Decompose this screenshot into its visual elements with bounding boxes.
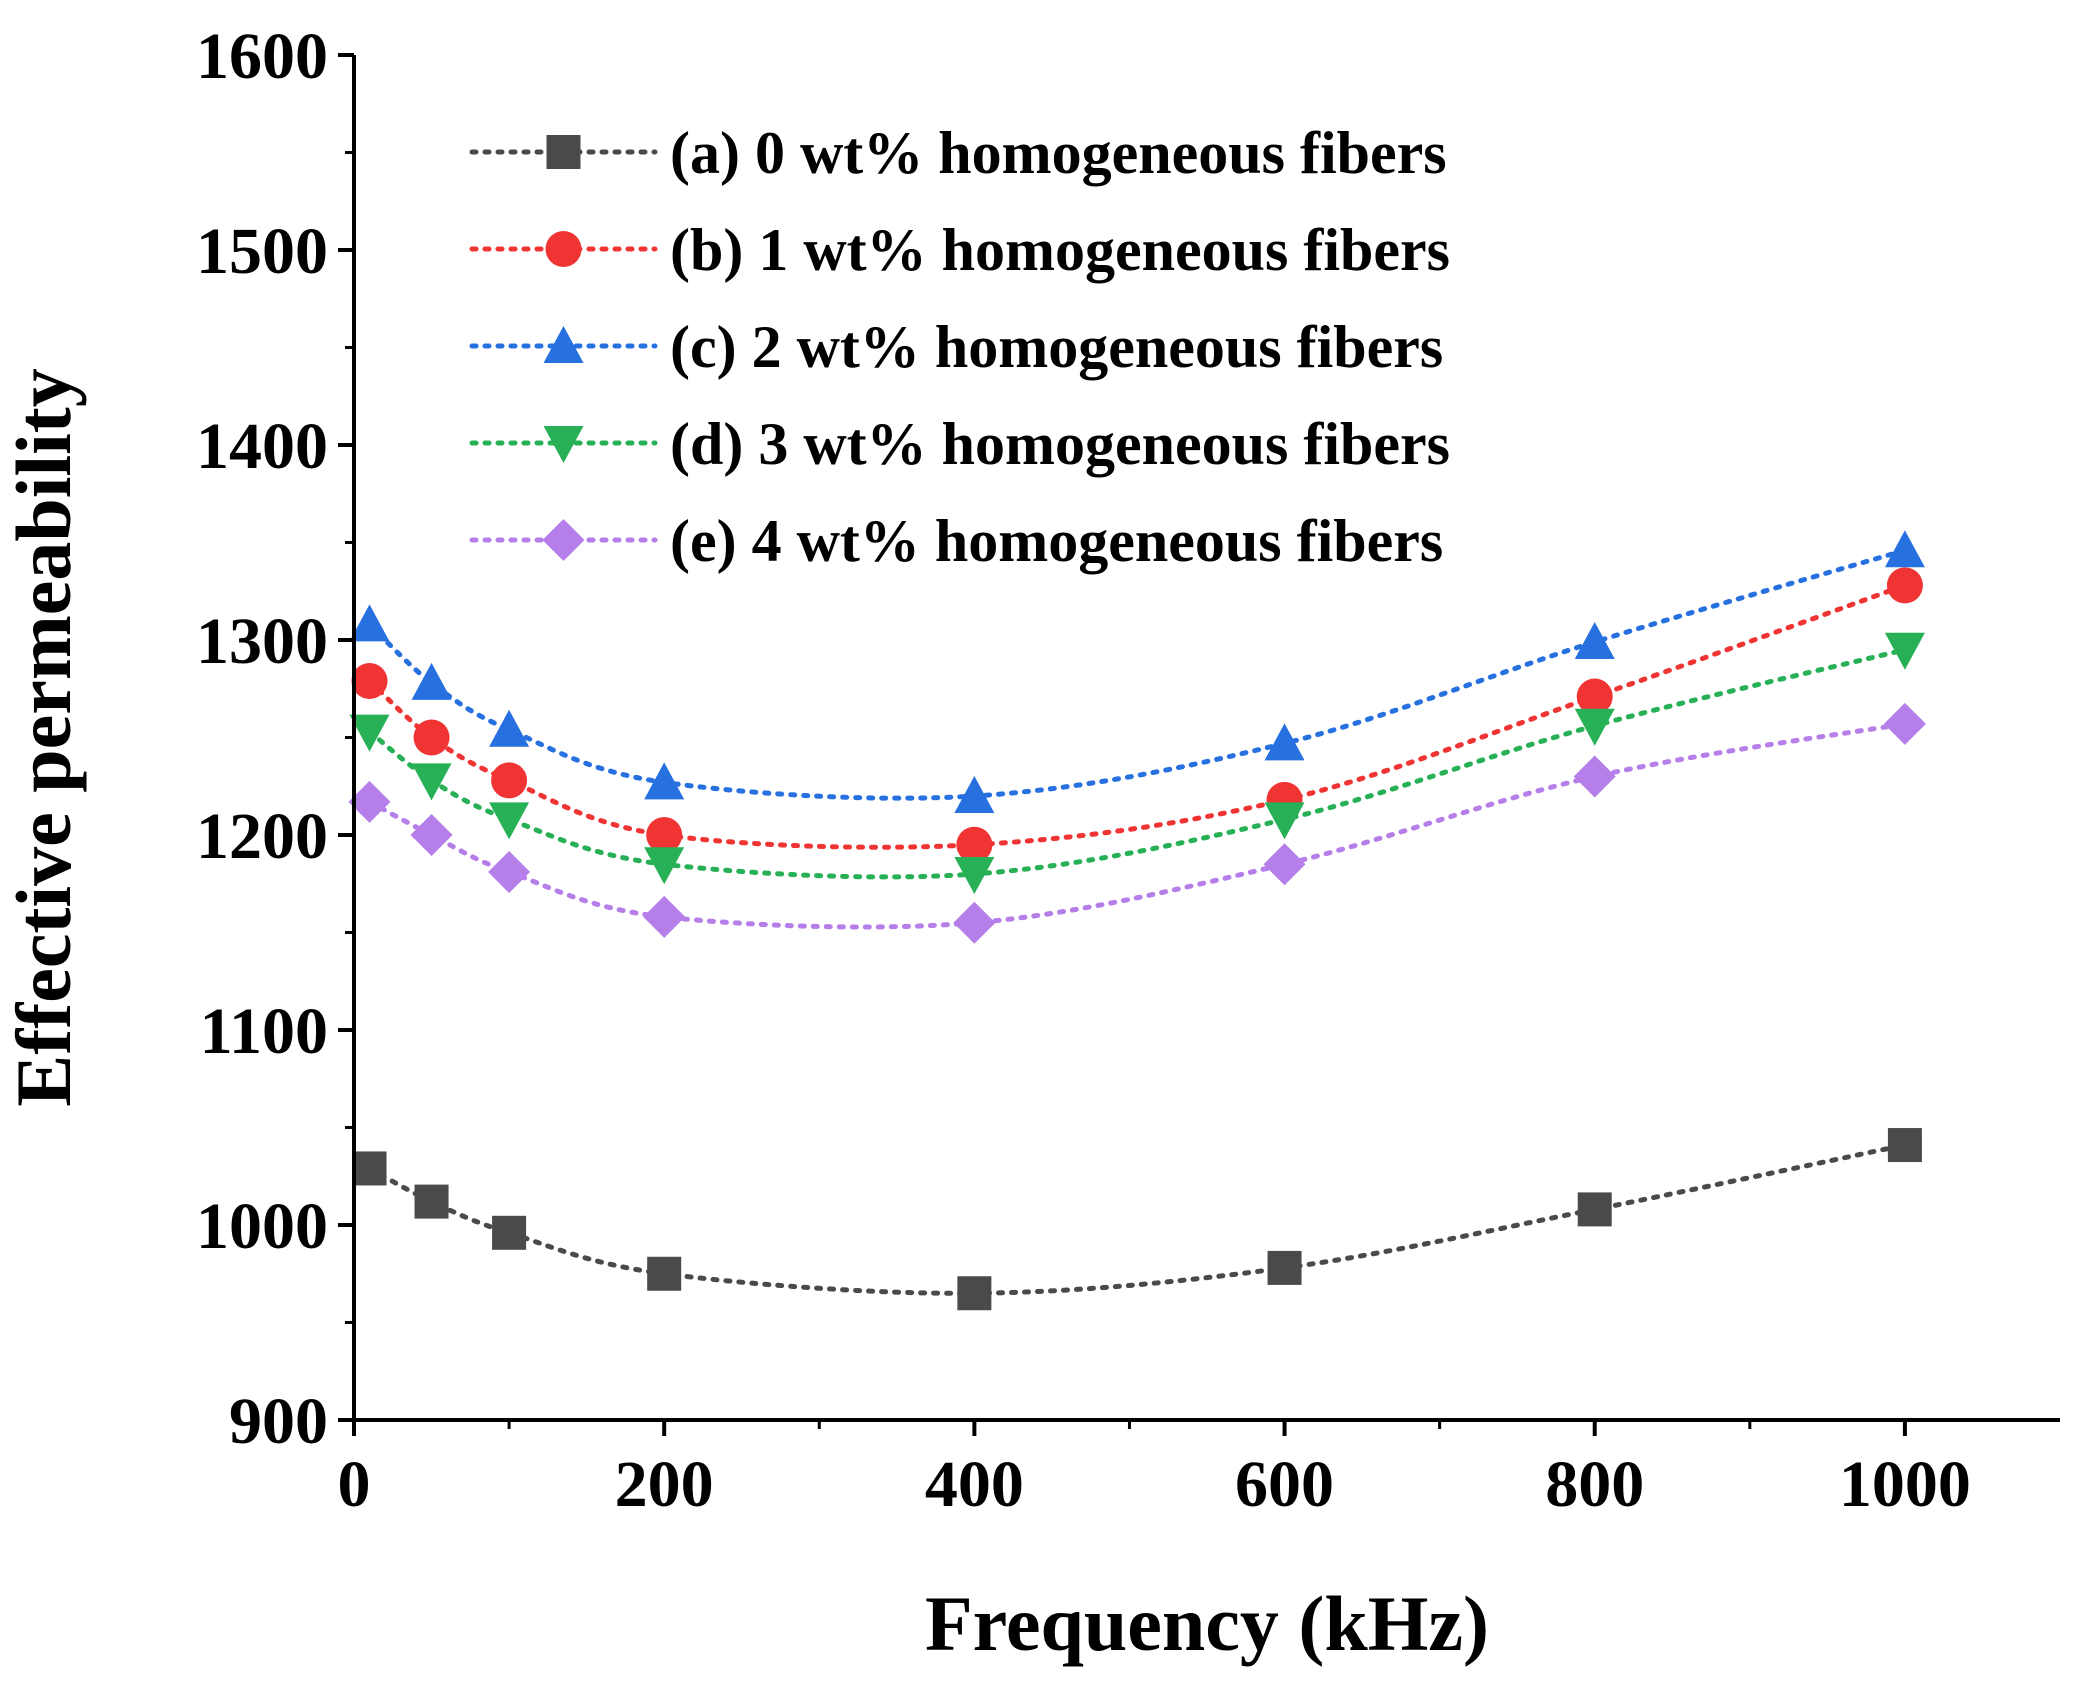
- series-line-2: [367, 547, 1908, 801]
- x-axis-title: Frequency (kHz): [925, 1580, 1489, 1667]
- data-point-0: [957, 1276, 992, 1311]
- data-point-3: [644, 847, 685, 885]
- legend-label-2: (c) 2 wt% homogeneous fibers: [670, 314, 1443, 380]
- legend-label-1: (b) 1 wt% homogeneous fibers: [670, 217, 1450, 283]
- data-point-4: [1263, 843, 1306, 886]
- data-point-2: [489, 709, 530, 747]
- y-tick-label: 900: [229, 1385, 328, 1458]
- data-point-1: [351, 662, 388, 699]
- data-point-1: [646, 817, 683, 853]
- series-line-1: [367, 582, 1908, 850]
- x-tick-label: 1000: [1839, 1448, 1971, 1521]
- legend-marker-4: [542, 519, 585, 561]
- data-point-1: [491, 762, 528, 799]
- series-line-4: [367, 721, 1908, 930]
- y-axis-title: Effective permeability: [0, 368, 87, 1107]
- data-point-4: [488, 851, 531, 894]
- data-point-2: [1574, 621, 1615, 659]
- data-point-0: [647, 1256, 682, 1291]
- y-tick-label: 1600: [196, 20, 328, 93]
- series-line-3: [367, 647, 1908, 880]
- data-point-0: [1577, 1192, 1612, 1227]
- data-point-1: [413, 719, 450, 756]
- x-tick-label: 600: [1235, 1448, 1334, 1521]
- legend-label-4: (e) 4 wt% homogeneous fibers: [670, 508, 1443, 574]
- data-point-0: [1887, 1128, 1922, 1163]
- legend: (a) 0 wt% homogeneous fibers (b) 1 wt% ho…: [469, 120, 1450, 574]
- y-tick-label: 1200: [196, 800, 328, 873]
- data-point-4: [643, 895, 686, 938]
- data-point-4: [348, 780, 391, 823]
- y-tick-label: 1300: [196, 605, 328, 678]
- data-point-2: [1264, 723, 1305, 761]
- x-tick-label: 800: [1545, 1448, 1644, 1521]
- data-point-1: [1576, 678, 1613, 715]
- series-markers: [348, 530, 1926, 1311]
- legend-marker-0: [546, 135, 581, 169]
- y-tick-label: 1100: [200, 995, 328, 1068]
- data-point-2: [349, 604, 390, 642]
- data-point-3: [489, 802, 530, 840]
- data-point-4: [410, 814, 453, 856]
- legend-label-0: (a) 0 wt% homogeneous fibers: [670, 120, 1447, 186]
- data-point-2: [954, 776, 995, 813]
- data-point-1: [956, 826, 993, 863]
- legend-label-3: (d) 3 wt% homogeneous fibers: [670, 411, 1450, 477]
- data-point-3: [411, 763, 452, 801]
- data-point-0: [492, 1215, 527, 1250]
- data-point-4: [1883, 702, 1926, 745]
- data-point-3: [1574, 708, 1615, 746]
- data-point-0: [1267, 1250, 1302, 1285]
- data-point-3: [954, 857, 995, 894]
- x-tick-label: 200: [615, 1448, 714, 1521]
- legend-marker-1: [545, 231, 582, 267]
- y-tick-label: 1400: [196, 410, 328, 483]
- legend-marker-2: [543, 326, 584, 363]
- series-curves: [367, 547, 1908, 1296]
- y-tick-label: 1500: [196, 215, 328, 288]
- data-point-3: [1884, 632, 1925, 670]
- data-point-1: [1886, 567, 1923, 604]
- data-point-0: [414, 1184, 449, 1219]
- data-point-4: [953, 901, 996, 944]
- axes: 0 200 400 600 800 1000 900 1000 1100 1200 1300 1400…: [196, 20, 2060, 1521]
- y-tick-label: 1000: [196, 1190, 328, 1263]
- data-point-3: [1264, 802, 1305, 840]
- data-point-2: [644, 762, 685, 800]
- data-point-2: [411, 662, 452, 700]
- data-point-2: [1884, 530, 1925, 568]
- legend-marker-3: [543, 426, 584, 463]
- x-tick-label: 400: [925, 1448, 1024, 1521]
- data-point-4: [1573, 755, 1616, 798]
- data-point-3: [349, 714, 390, 752]
- x-tick-label: 0: [338, 1448, 371, 1521]
- data-point-0: [352, 1151, 387, 1186]
- series-line-0: [367, 1142, 1908, 1296]
